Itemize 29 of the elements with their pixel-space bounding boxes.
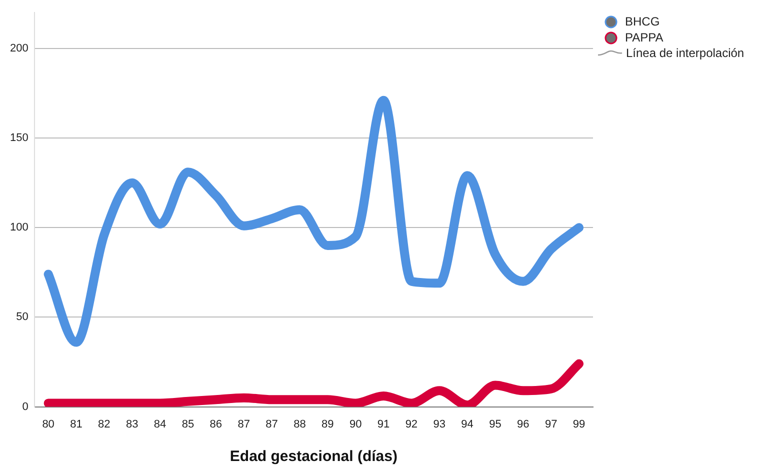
y-tick-label: 150 [10,132,28,144]
x-tick-label: 93 [433,418,446,430]
y-tick-label: 50 [16,311,28,324]
x-tick-label: 96 [517,418,530,430]
x-tick-label: 80 [42,418,54,430]
x-tick-label: 90 [349,418,362,430]
x-tick-label: 86 [210,418,222,430]
y-tick-label: 0 [22,400,28,413]
legend-label: PAPPA [625,30,664,44]
x-tick-label: 95 [489,418,502,430]
legend-label: BHCG [625,14,660,28]
x-tick-label: 99 [572,418,586,430]
x-tick-label: 81 [70,418,82,430]
x-tick-label: 97 [544,418,558,430]
x-tick-label: 87 [238,418,250,430]
x-axis-title: Edad gestacional (días) [230,448,398,466]
y-tick-label: 200 [10,42,28,54]
x-tick-label: 88 [294,418,306,430]
text: Línea de interpolación [626,46,744,60]
y-tick-label: 100 [10,222,28,234]
x-tick-label: 87 [266,418,278,430]
x-tick-label: 83 [126,418,138,430]
x-tick-label: 89 [322,418,334,430]
x-tick-label: 84 [154,418,166,430]
x-tick-label: 82 [98,418,110,430]
x-tick-label: 92 [405,418,418,430]
x-tick-label: 85 [182,418,194,430]
x-tick-label: 91 [377,418,390,430]
x-tick-label: 94 [461,418,474,430]
